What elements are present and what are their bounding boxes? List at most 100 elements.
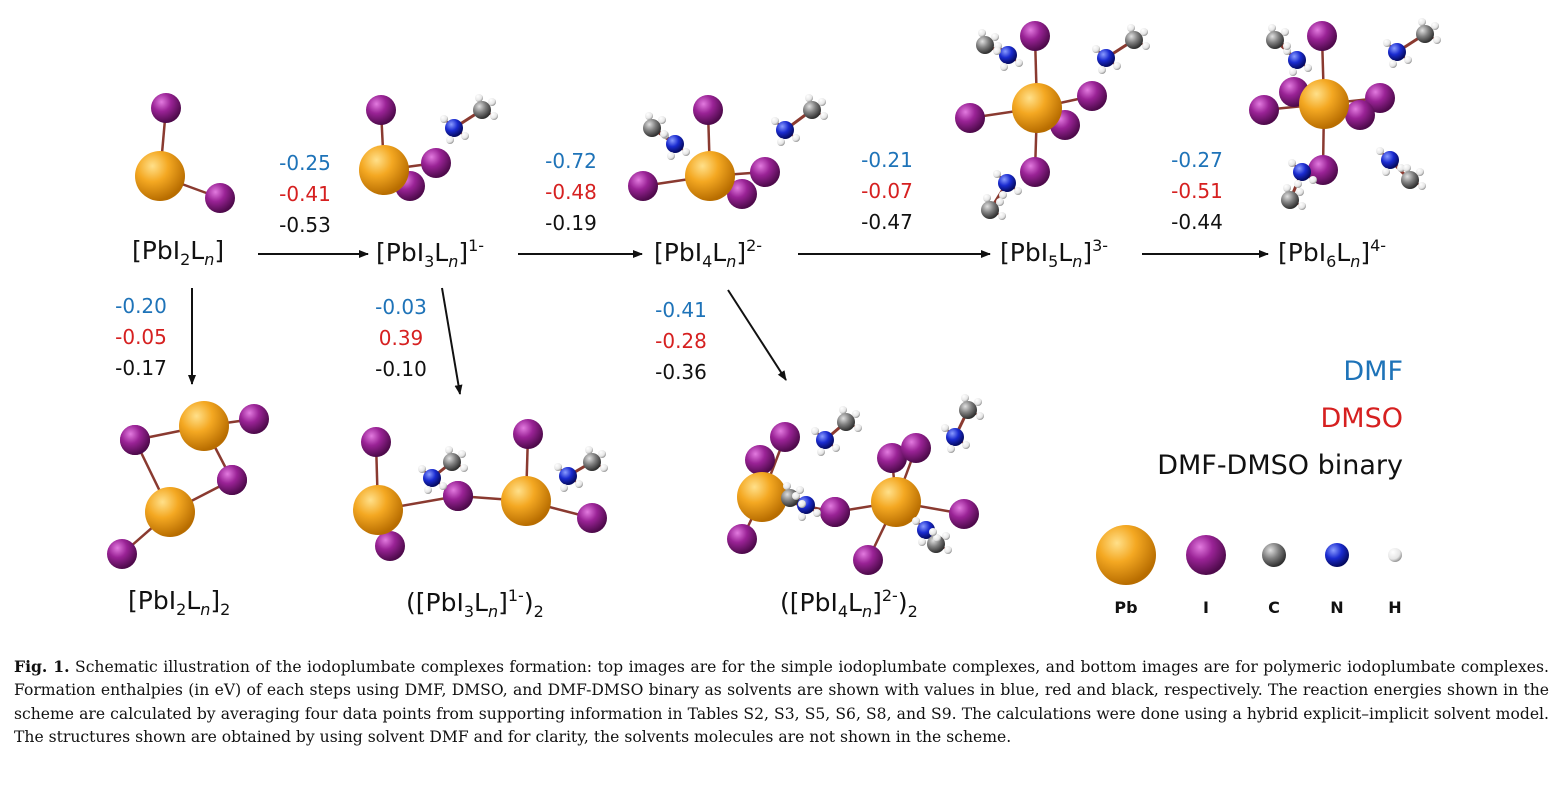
energy-dmso: -0.51 — [1171, 179, 1223, 203]
hydrogen-atom — [658, 116, 666, 124]
hydrogen-atom — [458, 450, 466, 458]
hydrogen-atom — [1296, 188, 1304, 196]
lead-atom — [179, 401, 229, 451]
lead-atom — [145, 487, 195, 537]
hydrogen-atom — [1127, 24, 1135, 32]
energy-dmso: 0.39 — [378, 326, 424, 350]
hydrogen-atom — [805, 94, 813, 102]
iodine-atom — [853, 545, 883, 575]
carbon-atom — [959, 401, 977, 419]
species-pbi3-dimer: ([PbI3Ln]1-)2 — [406, 586, 544, 621]
nitrogen-atom — [946, 428, 964, 446]
hydrogen-atom — [974, 398, 982, 406]
hydrogen-atom — [933, 534, 941, 542]
iodine-atom — [151, 93, 181, 123]
hydrogen-atom — [1416, 168, 1424, 176]
iodine-atom — [745, 445, 775, 475]
hydrogen-atom — [1298, 202, 1306, 210]
hydrogen-atom — [667, 152, 675, 160]
nitrogen-atom — [1097, 49, 1115, 67]
hydrogen-atom — [839, 406, 847, 414]
hydrogen-atom — [918, 538, 926, 546]
hydrogen-atom — [998, 212, 1006, 220]
energy-binary: -0.44 — [1171, 210, 1223, 234]
hydrogen-atom — [912, 517, 920, 525]
nitrogen-atom — [1325, 543, 1349, 567]
figure-caption: Fig. 1. Schematic illustration of the io… — [14, 655, 1549, 750]
hydrogen-atom — [1388, 548, 1402, 562]
hydrogen-atom — [1433, 36, 1441, 44]
hydrogen-atom — [660, 130, 668, 138]
hydrogen-atom — [1418, 182, 1426, 190]
species-pbi5: [PbI5Ln]3- — [1000, 236, 1109, 271]
iodine-atom — [770, 422, 800, 452]
hydrogen-atom — [1431, 22, 1439, 30]
carbon-atom — [643, 119, 661, 137]
nitrogen-atom — [666, 135, 684, 153]
hydrogen-atom — [983, 194, 991, 202]
iodine-atom — [217, 465, 247, 495]
hydrogen-atom — [1383, 39, 1391, 47]
hydrogen-atom — [475, 94, 483, 102]
energy-dmso: -0.07 — [861, 179, 913, 203]
carbon-atom — [837, 413, 855, 431]
nitrogen-atom — [776, 121, 794, 139]
hydrogen-atom — [446, 136, 454, 144]
hydrogen-atom — [947, 445, 955, 453]
hydrogen-atom — [1014, 187, 1022, 195]
energies-pbi3-to-pbi4: -0.72 -0.48 -0.19 — [526, 146, 616, 239]
nitrogen-atom — [423, 469, 441, 487]
atom-legend-pb: Pb — [1114, 598, 1138, 617]
hydrogen-atom — [1268, 24, 1276, 32]
hydrogen-atom — [488, 98, 496, 106]
iodine-atom — [205, 183, 235, 213]
nitrogen-atom — [1288, 51, 1306, 69]
hydrogen-atom — [645, 112, 653, 120]
hydrogen-atom — [798, 513, 806, 521]
iodine-atom — [901, 433, 931, 463]
energy-dmf: -0.27 — [1171, 148, 1223, 172]
hydrogen-atom — [1389, 60, 1397, 68]
hydrogen-atom — [944, 546, 952, 554]
hydrogen-atom — [976, 412, 984, 420]
hydrogen-atom — [1309, 176, 1317, 184]
energy-binary: -0.53 — [279, 213, 331, 237]
energy-dmf: -0.25 — [279, 151, 331, 175]
iodine-atom — [577, 503, 607, 533]
lead-atom — [353, 485, 403, 535]
carbon-atom — [803, 101, 821, 119]
hydrogen-atom — [1142, 42, 1150, 50]
solvent-legend: DMF DMSO DMF-DMSO binary — [1157, 348, 1403, 489]
hydrogen-atom — [817, 448, 825, 456]
iodine-atom — [727, 179, 757, 209]
lead-atom — [871, 477, 921, 527]
iodine-atom — [1307, 21, 1337, 51]
hydrogen-atom — [1092, 45, 1100, 53]
hydrogen-atom — [999, 191, 1007, 199]
legend-dmso: DMSO — [1320, 403, 1403, 434]
energy-dmso: -0.05 — [115, 325, 167, 349]
carbon-atom — [1125, 31, 1143, 49]
hydrogen-atom — [852, 410, 860, 418]
energy-dmso: -0.48 — [545, 180, 597, 204]
species-pbi2: [PbI2Ln] — [132, 236, 225, 269]
arrow-pbi4-to-dimer — [727, 289, 787, 381]
hydrogen-atom — [560, 484, 568, 492]
hydrogen-atom — [792, 134, 800, 142]
species-pbi3: [PbI3Ln]1- — [376, 236, 485, 271]
hydrogen-atom — [1304, 64, 1312, 72]
hydrogen-atom — [682, 148, 690, 156]
iodine-atom — [1249, 95, 1279, 125]
carbon-atom — [583, 453, 601, 471]
hydrogen-atom — [598, 450, 606, 458]
iodine-atom — [955, 103, 985, 133]
energies-pbi3-to-dimer: -0.03 0.39 -0.10 — [356, 292, 446, 385]
hydrogen-atom — [461, 132, 469, 140]
hydrogen-atom — [832, 444, 840, 452]
reaction-arrows — [188, 250, 1269, 395]
atom-legend-c: C — [1268, 598, 1280, 617]
iodine-atom — [107, 539, 137, 569]
hydrogen-atom — [792, 492, 800, 500]
energy-dmf: -0.03 — [375, 295, 427, 319]
hydrogen-atom — [777, 138, 785, 146]
